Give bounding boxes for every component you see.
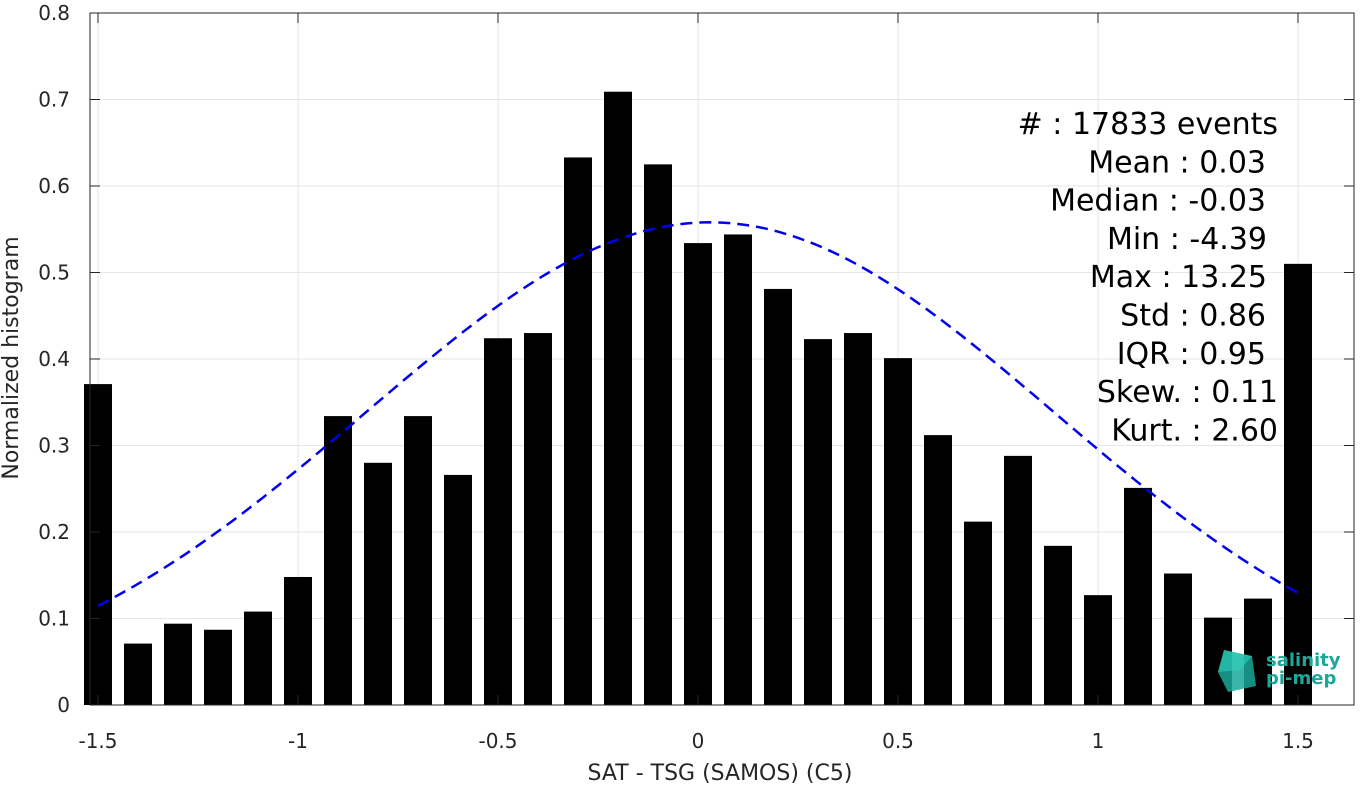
histogram-bar	[164, 623, 192, 705]
stat-line: Min : -4.39	[1107, 222, 1267, 257]
x-tick-label: -1.5	[78, 729, 117, 753]
x-tick-labels: -1.5 -1 -0.5 0 0.5 1 1.5	[78, 729, 1313, 753]
x-tick-label: 0.5	[882, 729, 914, 753]
histogram-bar	[124, 643, 152, 705]
histogram-bar	[844, 333, 872, 705]
stat-line: Max : 13.25	[1090, 260, 1267, 295]
histogram-bar	[604, 91, 632, 706]
histogram-bar	[364, 462, 392, 705]
histogram-bar	[324, 416, 352, 705]
stat-line: Median : -0.03	[1050, 184, 1266, 219]
histogram-bar	[1284, 263, 1312, 705]
logo-text-line1: salinity	[1266, 650, 1341, 671]
histogram-bar	[644, 164, 672, 705]
y-tick-label: 0.3	[38, 434, 70, 458]
stat-line: IQR : 0.95	[1117, 337, 1266, 372]
histogram-bars	[84, 91, 1312, 706]
histogram-bar	[484, 338, 512, 705]
histogram-bar	[1164, 573, 1192, 705]
salinity-pi-mep-logo: salinity pi-mep	[1218, 650, 1341, 692]
y-tick-label: 0.4	[38, 347, 70, 371]
y-tick-label: 0.7	[38, 88, 70, 112]
x-tick-label: 1.5	[1282, 729, 1314, 753]
y-tick-label: 0	[57, 693, 70, 717]
histogram-bar	[1044, 545, 1072, 705]
y-tick-label: 0.8	[38, 1, 70, 25]
histogram-bar	[964, 521, 992, 705]
y-tick-label: 0.2	[38, 520, 70, 544]
histogram-bar	[684, 243, 712, 705]
logo-text-line2: pi-mep	[1266, 668, 1336, 689]
stat-line: Mean : 0.03	[1088, 145, 1266, 180]
histogram-bar	[444, 474, 472, 705]
x-tick-label: -1	[288, 729, 308, 753]
histogram-bar	[84, 384, 112, 705]
histogram-bar	[724, 234, 752, 705]
histogram-bar	[524, 333, 552, 705]
y-axis-label: Normalized histogram	[0, 236, 24, 479]
stat-line: Skew. : 0.11	[1097, 375, 1278, 410]
histogram-bar	[244, 611, 272, 705]
histogram-bar	[924, 435, 952, 705]
x-tick-label: 1	[1092, 729, 1105, 753]
histogram-bar	[884, 358, 912, 705]
histogram-bar	[1004, 455, 1032, 705]
y-tick-label: 0.1	[38, 607, 70, 631]
stat-line: Kurt. : 2.60	[1111, 413, 1278, 448]
histogram-bar	[284, 576, 312, 705]
histogram-bar	[1124, 487, 1152, 705]
histogram-bar	[764, 288, 792, 705]
y-tick-labels: 0 0.1 0.2 0.3 0.4 0.5 0.6 0.7 0.8	[38, 1, 70, 717]
logo-cube-shade	[1218, 650, 1252, 672]
y-tick-label: 0.6	[38, 174, 70, 198]
histogram-bar	[804, 339, 832, 705]
y-tick-label: 0.5	[38, 261, 70, 285]
histogram-bar	[564, 157, 592, 705]
stat-line: Std : 0.86	[1120, 299, 1266, 334]
x-tick-label: 0	[692, 729, 705, 753]
histogram-bar	[204, 629, 232, 705]
histogram-bar	[404, 416, 432, 705]
histogram-bar	[1084, 595, 1112, 705]
stat-line: # : 17833 events	[1018, 107, 1278, 142]
x-axis-label: SAT - TSG (SAMOS) (C5)	[588, 761, 853, 785]
x-tick-label: -0.5	[478, 729, 517, 753]
axes-box	[89, 12, 1355, 706]
